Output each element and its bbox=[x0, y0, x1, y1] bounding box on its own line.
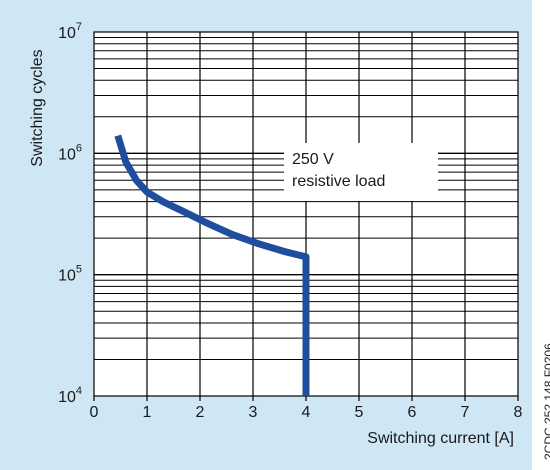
x-tick-label: 2 bbox=[196, 404, 205, 421]
x-tick-label: 3 bbox=[249, 404, 258, 421]
x-tick-label: 4 bbox=[302, 404, 311, 421]
annotation-box: 250 V resistive load bbox=[284, 143, 438, 201]
y-tick-label: 105 bbox=[58, 264, 82, 285]
annotation-line-1: 250 V bbox=[292, 151, 334, 168]
x-tick-label: 1 bbox=[143, 404, 152, 421]
x-tick-label: 7 bbox=[461, 404, 470, 421]
figure-code: 2CDC 252 148 F0206 bbox=[542, 343, 550, 460]
data-line bbox=[114, 134, 310, 396]
x-tick-label: 8 bbox=[514, 404, 523, 421]
x-tick-labels: 0 1 2 3 4 5 6 7 8 bbox=[90, 396, 523, 421]
x-tick-label: 5 bbox=[355, 404, 364, 421]
y-tick-label: 104 bbox=[58, 385, 82, 406]
y-axis-label: Switching cycles bbox=[29, 49, 46, 167]
x-tick-label: 6 bbox=[408, 404, 417, 421]
y-tick-label: 107 bbox=[58, 21, 82, 42]
x-axis-label: Switching current [A] bbox=[367, 430, 514, 447]
y-tick-label: 106 bbox=[58, 142, 82, 163]
y-tick-labels: 104 105 106 107 bbox=[58, 21, 82, 406]
x-tick-label: 0 bbox=[90, 404, 99, 421]
annotation-line-2: resistive load bbox=[292, 173, 386, 190]
